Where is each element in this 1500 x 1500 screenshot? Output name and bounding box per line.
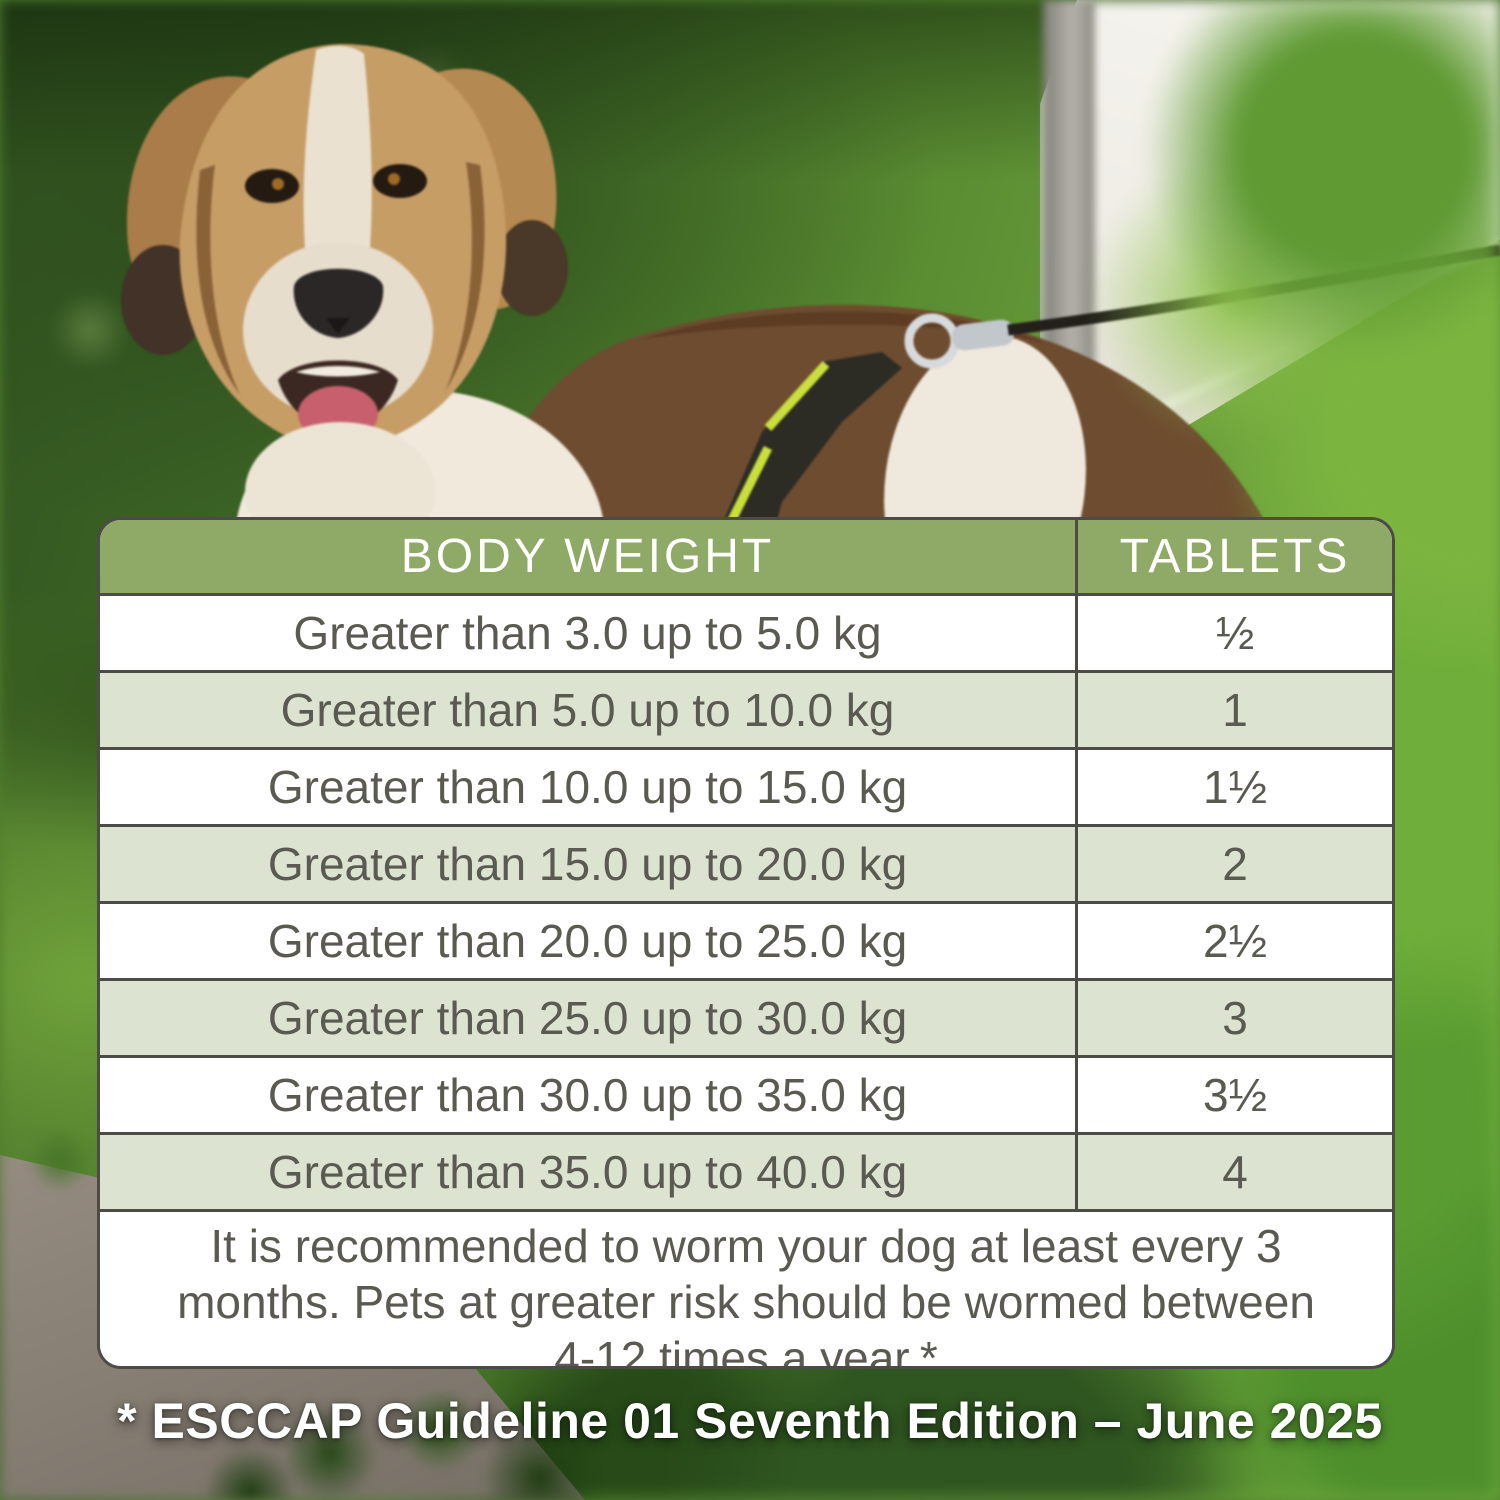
tablets-value: 3 — [1222, 992, 1248, 1044]
table-row: Greater than 35.0 up to 40.0 kg 4 — [100, 1132, 1392, 1209]
weight-value: Greater than 25.0 up to 30.0 kg — [100, 981, 1079, 1055]
dosing-table: BODY WEIGHT TABLETS Greater than 3.0 up … — [97, 517, 1395, 1369]
weight-value: Greater than 10.0 up to 15.0 kg — [100, 750, 1079, 824]
tablets-value: 3½ — [1203, 1069, 1267, 1121]
header-tablets: TABLETS — [1119, 530, 1351, 583]
worming-recommendation-note: It is recommended to worm your dog at le… — [100, 1209, 1392, 1366]
tablets-value: 2½ — [1203, 915, 1267, 967]
table-row: Greater than 10.0 up to 15.0 kg 1½ — [100, 747, 1392, 824]
table-row: Greater than 20.0 up to 25.0 kg 2½ — [100, 901, 1392, 978]
esccap-footnote: * ESCCAP Guideline 01 Seventh Edition – … — [117, 1393, 1383, 1449]
table-header-row: BODY WEIGHT TABLETS — [100, 520, 1392, 593]
tablets-value: 2 — [1222, 838, 1248, 890]
weight-value: Greater than 35.0 up to 40.0 kg — [100, 1135, 1079, 1209]
table-row: Greater than 5.0 up to 10.0 kg 1 — [100, 670, 1392, 747]
header-body-weight: BODY WEIGHT — [100, 520, 1079, 593]
weight-value: Greater than 3.0 up to 5.0 kg — [100, 596, 1079, 670]
tablets-value: 1½ — [1203, 761, 1267, 813]
weight-value: Greater than 30.0 up to 35.0 kg — [100, 1058, 1079, 1132]
weight-value: Greater than 15.0 up to 20.0 kg — [100, 827, 1079, 901]
tablets-value: 1 — [1222, 684, 1248, 736]
weight-value: Greater than 20.0 up to 25.0 kg — [100, 904, 1079, 978]
weight-value: Greater than 5.0 up to 10.0 kg — [100, 673, 1079, 747]
table-row: Greater than 30.0 up to 35.0 kg 3½ — [100, 1055, 1392, 1132]
tablets-value: ½ — [1215, 607, 1255, 659]
tablets-value: 4 — [1222, 1146, 1248, 1198]
table-row: Greater than 3.0 up to 5.0 kg ½ — [100, 593, 1392, 670]
table-row: Greater than 15.0 up to 20.0 kg 2 — [100, 824, 1392, 901]
table-row: Greater than 25.0 up to 30.0 kg 3 — [100, 978, 1392, 1055]
